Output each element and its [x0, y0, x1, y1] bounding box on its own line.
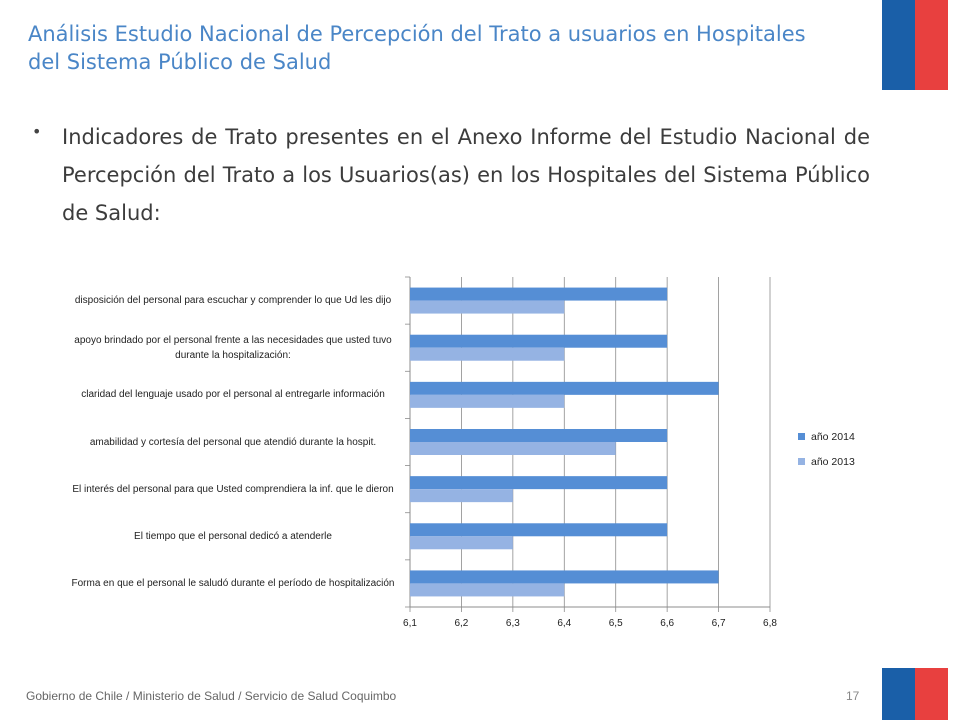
- bar-2014: [410, 523, 668, 537]
- chile-flag-logo-bottom: [882, 668, 948, 720]
- footer-text: Gobierno de Chile / Ministerio de Salud …: [26, 689, 397, 703]
- bullet-text: Indicadores de Trato presentes en el Ane…: [62, 125, 870, 225]
- x-tick-label: 6,5: [609, 618, 623, 629]
- x-tick-label: 6,3: [506, 618, 520, 629]
- category-label: amabilidad y cortesía del personal que a…: [89, 436, 377, 448]
- x-tick-label: 6,7: [712, 618, 726, 629]
- category-label: El interés del personal para que Usted c…: [72, 483, 394, 495]
- bullet-dot-icon: •: [32, 122, 42, 141]
- slide-title: Análisis Estudio Nacional de Percepción …: [28, 22, 806, 74]
- x-tick-label: 6,1: [403, 618, 417, 629]
- category-label: disposición del personal para escuchar y…: [74, 295, 392, 307]
- legend-swatch: [798, 458, 805, 465]
- category-label: El tiempo que el personal dedicó a atend…: [134, 530, 332, 542]
- legend-label: año 2014: [811, 431, 855, 443]
- flag-blue-stripe: [882, 0, 915, 90]
- bar-2013: [410, 489, 513, 503]
- chile-flag-logo-top: [882, 0, 948, 90]
- bar-2013: [410, 347, 565, 361]
- bar-2014: [410, 334, 668, 348]
- x-tick-label: 6,2: [454, 618, 468, 629]
- bar-2013: [410, 583, 565, 597]
- legend-label: año 2013: [811, 456, 855, 468]
- legend-swatch: [798, 433, 805, 440]
- flag-blue-stripe: [882, 668, 915, 720]
- page-number: 17: [846, 689, 860, 703]
- category-label: Forma en que el personal le saludó duran…: [71, 577, 395, 589]
- bar-2014: [410, 570, 719, 584]
- bar-2013: [410, 300, 565, 314]
- x-tick-label: 6,4: [557, 618, 571, 629]
- x-tick-label: 6,6: [660, 618, 674, 629]
- x-tick-label: 6,8: [763, 618, 777, 629]
- bar-2014: [410, 476, 668, 490]
- bar-2014: [410, 429, 668, 442]
- flag-red-stripe: [915, 668, 948, 720]
- bar-2013: [410, 394, 565, 408]
- bar-2014: [410, 287, 668, 301]
- bar-2013: [410, 442, 616, 455]
- category-label: apoyo brindado por el personal frente a …: [74, 334, 392, 361]
- bar-2014: [410, 381, 719, 395]
- category-label: claridad del lenguaje usado por el perso…: [81, 389, 385, 401]
- bar-2013: [410, 536, 513, 550]
- flag-red-stripe: [915, 0, 948, 90]
